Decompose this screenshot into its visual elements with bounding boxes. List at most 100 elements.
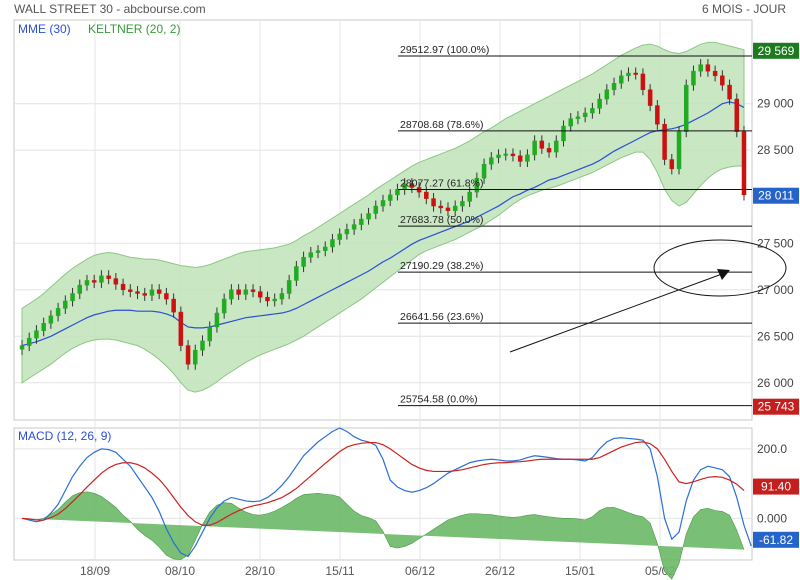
y-tick-label: 0.000 [757, 511, 787, 525]
candle-body [106, 275, 111, 279]
candle-body [496, 154, 501, 158]
candle-body [640, 73, 646, 91]
candle-body [474, 177, 480, 193]
candle-body [705, 64, 711, 72]
candle-body [698, 64, 703, 72]
candle-body [380, 200, 386, 207]
candle-body [712, 70, 718, 77]
fib-label: 28708.68 (78.6%) [400, 119, 483, 131]
candle-body [322, 246, 328, 251]
candle-body [243, 289, 249, 295]
candle-body [647, 89, 653, 106]
candle-body [113, 278, 119, 285]
candle-body [575, 116, 581, 119]
y-tick-label: 26 000 [757, 376, 794, 390]
candle-body [503, 153, 508, 156]
candle-body [41, 323, 46, 331]
fib-label: 28077.27 (61.8%) [400, 178, 483, 190]
candle-body [662, 123, 667, 160]
candle-body [294, 266, 299, 281]
candle-body [99, 275, 104, 283]
candle-body [619, 75, 624, 84]
candle-body [48, 315, 54, 324]
candle-body [669, 159, 675, 170]
candle-body [359, 218, 364, 225]
candle-body [279, 293, 285, 300]
candle-body [193, 349, 198, 365]
price-panel-frame [13, 19, 753, 421]
fib-label: 26641.56 (23.6%) [400, 311, 483, 323]
candle-body [582, 112, 588, 117]
annotation-ellipse [653, 239, 787, 297]
macd-tag-label: 91.40 [761, 480, 791, 494]
candle-body [604, 89, 610, 100]
price-tag [753, 187, 799, 204]
candle-body [55, 308, 61, 317]
candle-body [438, 205, 444, 209]
candle-body [70, 293, 75, 302]
mme-legend: MME (30) [18, 22, 71, 36]
candle-body [258, 291, 263, 298]
macd-tag-label: -61.82 [759, 533, 793, 547]
candle-body [395, 189, 400, 196]
candle-body [84, 280, 90, 286]
candle-body [676, 131, 682, 170]
candle-body [330, 239, 335, 248]
candle-body [373, 205, 379, 214]
candle-body [351, 224, 357, 230]
candle-body [149, 289, 155, 296]
candle-body [633, 72, 638, 75]
y-tick-label: 27 000 [757, 283, 794, 297]
candle-body [185, 345, 191, 365]
price-tag-label: 28 011 [758, 189, 794, 203]
y-tick-label: 29 000 [757, 97, 794, 111]
candle-body [510, 153, 516, 157]
price-tag-label: 29 569 [758, 44, 795, 58]
candle-body [156, 289, 162, 294]
x-tick-label: 08/10 [165, 564, 195, 578]
fib-label: 27190.29 (38.2%) [400, 260, 483, 272]
y-tick-label: 28 500 [757, 143, 794, 157]
candle-body [214, 312, 220, 328]
macd-tag [753, 531, 799, 548]
macd-legend: MACD (12, 26, 9) [18, 429, 111, 443]
candle-body [250, 289, 256, 292]
candle-body [683, 84, 689, 132]
candle-body [734, 98, 740, 132]
candle-body [272, 298, 277, 302]
candle-body [741, 131, 747, 196]
candle-body [135, 291, 140, 294]
fib-label: 29512.97 (100.0%) [400, 44, 489, 56]
macd-histogram [21, 491, 745, 580]
x-tick-label: 18/09 [80, 564, 110, 578]
candle-body [727, 84, 732, 100]
candle-body [597, 98, 602, 109]
candle-body [467, 191, 472, 202]
candle-body [229, 289, 234, 300]
candle-body [301, 256, 306, 267]
candle-body [34, 330, 39, 339]
candle-body [19, 345, 25, 350]
candle-body [626, 72, 631, 77]
candle-body [720, 75, 725, 86]
candle-body [517, 155, 523, 162]
candle-body [691, 70, 696, 86]
candle-body [481, 163, 487, 179]
mme-line [21, 101, 745, 347]
price-tag [753, 42, 799, 59]
candle-body [424, 191, 429, 199]
candle-body [431, 198, 436, 207]
candle-body [590, 108, 595, 114]
candle-body [265, 296, 270, 302]
candle-body [568, 118, 573, 127]
candle-body [554, 140, 559, 153]
candle-body [611, 83, 617, 91]
x-tick-label: 26/12 [485, 564, 515, 578]
macd-tag [753, 478, 799, 495]
candle-body [77, 284, 83, 294]
candle-body [164, 293, 169, 300]
candle-body [308, 252, 314, 258]
candle-body [128, 289, 133, 292]
macd-panel-frame [13, 427, 753, 561]
